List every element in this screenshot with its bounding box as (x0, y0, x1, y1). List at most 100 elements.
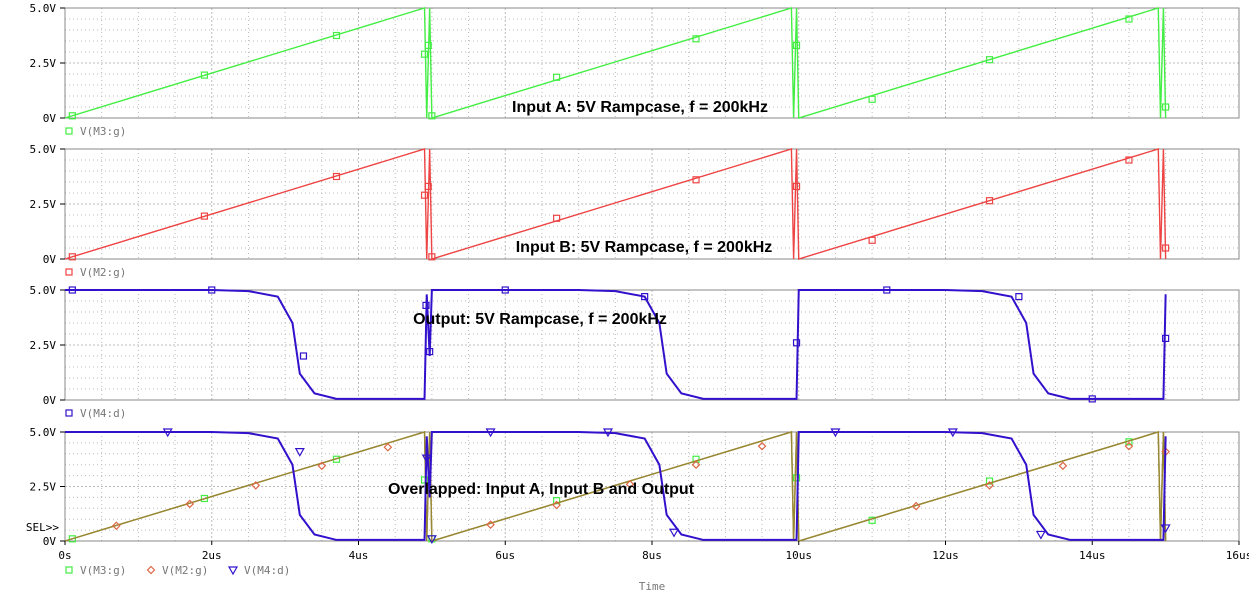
data-point-marker (792, 182, 801, 190)
panel-annotation: Overlapped: Input A, Input B and Output (388, 481, 695, 498)
y-tick-label: 0V (43, 253, 57, 266)
x-tick-label: 12us (932, 549, 959, 562)
data-point-marker (251, 481, 261, 490)
legend-marker (65, 409, 73, 417)
y-tick-label: 5.0V (30, 426, 57, 439)
data-point-marker (68, 253, 76, 261)
legend-label: V(M2:g) (162, 564, 208, 577)
legend-label: V(M4:d) (80, 407, 126, 420)
data-point-marker (112, 521, 121, 531)
data-point-marker (552, 500, 561, 510)
x-tick-label: 0s (58, 549, 71, 562)
x-tick-label: 8us (642, 549, 662, 562)
y-tick-label: 2.5V (30, 57, 57, 70)
data-point-marker (420, 50, 429, 58)
chart-panel-4: 5.0V 2.5V 0V Overlapped: Input A, Input B a… (30, 426, 1240, 577)
series-line-V(M3:g) (64, 7, 1167, 119)
series-line-V(M2:g) (64, 148, 1167, 260)
y-tick-label: 5.0V (30, 2, 57, 15)
panel-annotation: Input A: 5V Rampcase, f = 200kHz (512, 99, 768, 116)
data-point-marker (424, 182, 432, 190)
data-point-marker (1035, 530, 1046, 540)
data-point-marker (947, 428, 958, 438)
legend-label: V(M2:g) (80, 266, 126, 279)
data-point-marker (792, 339, 801, 347)
data-point-marker (625, 479, 635, 489)
data-point-marker (985, 477, 994, 485)
data-point-marker (553, 73, 561, 81)
data-point-marker (185, 499, 195, 509)
y-tick-label: 2.5V (30, 198, 57, 211)
chart-panel-2: 5.0V 2.5V 0V Input B: 5V Rampcase, f = 200k… (30, 143, 1240, 279)
data-point-marker (641, 293, 649, 301)
data-point-marker (792, 41, 801, 50)
chart-panel-1: 5.0V 2.5V 0V Input A: 5V Rampcase, f = 200k… (30, 2, 1240, 138)
data-point-marker (830, 428, 841, 438)
data-point-marker (1162, 244, 1170, 252)
data-point-marker (428, 112, 436, 120)
data-point-marker (208, 286, 216, 294)
data-point-marker (692, 176, 700, 184)
data-point-marker (911, 501, 921, 511)
selection-marker: SEL>> (26, 521, 59, 534)
data-point-marker (1058, 461, 1068, 471)
legend-label: V(M3:g) (80, 125, 126, 138)
data-point-marker (332, 31, 341, 40)
data-point-marker (1125, 156, 1133, 164)
legend-marker (227, 566, 239, 576)
data-point-marker (1162, 334, 1170, 342)
data-point-marker (1125, 15, 1133, 23)
y-tick-label: 5.0V (30, 143, 57, 156)
data-point-marker (883, 286, 891, 294)
data-point-marker (1160, 524, 1171, 534)
series-line-V(M4:d) (65, 431, 1167, 541)
y-tick-label: 2.5V (30, 339, 57, 352)
data-point-marker (985, 56, 994, 64)
data-point-marker (985, 197, 994, 205)
data-point-marker (200, 71, 209, 79)
panel-annotation: Input B: 5V Rampcase, f = 200kHz (516, 239, 773, 256)
data-point-marker (985, 481, 994, 490)
y-tick-label: 0V (43, 394, 57, 407)
data-point-marker (420, 476, 429, 484)
data-point-marker (868, 95, 876, 103)
data-point-marker (200, 212, 209, 220)
data-point-marker (421, 454, 432, 464)
data-point-marker (428, 253, 436, 261)
data-point-marker (332, 172, 341, 181)
data-point-marker (162, 428, 173, 438)
data-point-marker (424, 41, 432, 50)
x-tick-label: 10us (786, 549, 813, 562)
data-point-marker (68, 286, 76, 294)
data-point-marker (602, 428, 614, 438)
chart-panel-3: 5.0V 2.5V 0V Output: 5V Rampcase, f = 200kH… (30, 284, 1240, 420)
data-point-marker (692, 35, 700, 43)
x-tick-label: 2us (202, 549, 222, 562)
data-point-marker (501, 286, 509, 294)
data-point-marker (757, 441, 767, 451)
y-tick-label: 0V (43, 112, 57, 125)
data-point-marker (68, 535, 76, 543)
legend-label: V(M4:d) (244, 564, 290, 577)
data-point-marker (792, 474, 801, 482)
data-point-marker (668, 528, 680, 538)
data-point-marker (422, 301, 430, 309)
data-point-marker (1124, 441, 1134, 451)
data-point-marker (294, 448, 305, 457)
data-point-marker (383, 442, 393, 452)
data-point-marker (426, 348, 434, 356)
data-point-marker (553, 214, 561, 222)
series-line-V(M2:g) (64, 431, 1167, 542)
x-tick-label: 6us (495, 549, 515, 562)
legend-marker (146, 565, 156, 575)
data-point-marker (317, 461, 327, 471)
data-point-marker (426, 535, 437, 545)
series-line-V(M4:d) (65, 289, 1167, 400)
panel-annotation: Output: 5V Rampcase, f = 200kHz (413, 311, 667, 328)
legend-label: V(M3:g) (80, 564, 126, 577)
y-tick-label: 2.5V (30, 481, 57, 494)
data-point-marker (420, 191, 429, 199)
data-point-marker (299, 352, 308, 360)
data-point-marker (692, 455, 700, 463)
